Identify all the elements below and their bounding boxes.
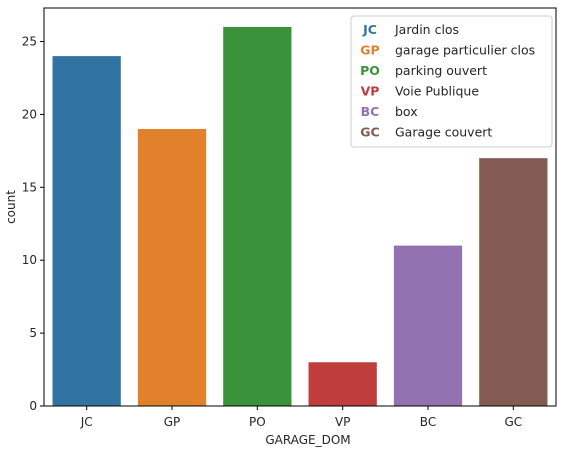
bar-jc — [52, 56, 121, 407]
y-axis-ticks: 0 5 10 15 20 25 — [22, 35, 44, 413]
legend-label-jc: Jardin clos — [394, 22, 459, 37]
bar-bc — [393, 245, 463, 406]
plot-frame — [43, 7, 557, 407]
legend-marker-bc: BC — [361, 104, 380, 119]
legend-marker-po: PO — [360, 63, 380, 78]
x-axis-label: GARAGE_DOM — [265, 433, 350, 447]
y-tick-label: 0 — [29, 399, 37, 413]
x-tick-label: JC — [80, 415, 93, 429]
y-tick-label: 10 — [22, 253, 37, 267]
x-tick-label: GP — [164, 415, 181, 429]
legend: JC Jardin clos GP garage particulier clos PO… — [350, 15, 553, 148]
legend-label-po: parking ouvert — [395, 63, 487, 78]
legend-marker-gc: GC — [360, 125, 379, 140]
legend-box — [350, 15, 553, 148]
legend-marker-vp: VP — [361, 84, 380, 99]
x-axis-ticks: JC GP PO VP BC GC — [80, 406, 522, 429]
y-tick-label: 15 — [22, 180, 37, 194]
legend-label-gp: garage particulier clos — [395, 43, 535, 58]
legend-label-gc: Garage couvert — [395, 125, 492, 140]
y-tick-label: 20 — [22, 107, 37, 121]
legend-marker-jc: JC — [362, 22, 377, 37]
y-axis-label: count — [4, 190, 18, 224]
bar-gc — [479, 158, 548, 406]
bar-vp — [308, 362, 377, 406]
legend-label-vp: Voie Publique — [395, 84, 479, 99]
bar-po — [223, 26, 292, 406]
x-tick-label: GC — [504, 415, 522, 429]
y-tick-label: 5 — [29, 326, 37, 340]
legend-label-bc: box — [395, 104, 418, 119]
legend-marker-gp: GP — [360, 43, 379, 58]
bar-gp — [137, 129, 207, 406]
x-tick-label: BC — [420, 415, 436, 429]
x-tick-label: PO — [249, 415, 266, 429]
y-tick-label: 25 — [22, 35, 37, 49]
bars-group — [52, 26, 548, 407]
x-tick-label: VP — [335, 415, 350, 429]
